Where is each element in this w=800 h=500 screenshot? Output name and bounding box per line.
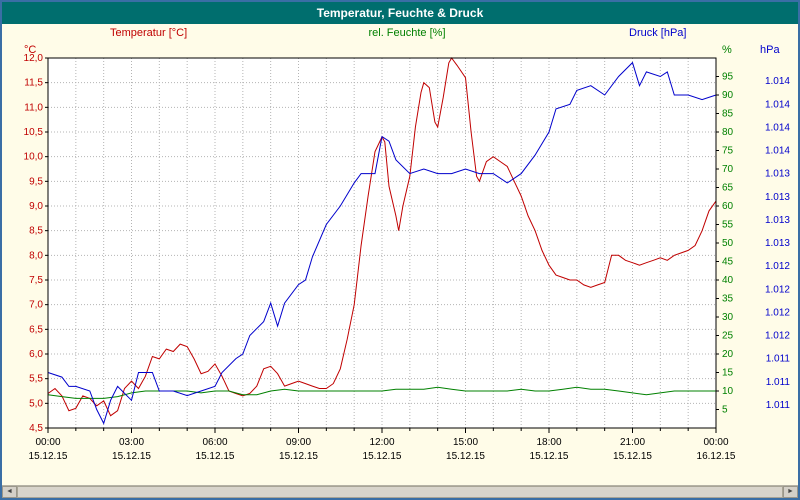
- scrollbar-track[interactable]: [17, 486, 783, 498]
- legend-humidity: rel. Feuchte [%]: [368, 27, 446, 39]
- y-axis-pressure-label: 1.012: [765, 284, 790, 295]
- y-axis-temp-label: 5,0: [29, 398, 43, 409]
- y-axis-temp-label: 8,0: [29, 250, 43, 261]
- y-axis-pressure-label: 1.013: [765, 238, 790, 249]
- y-axis-temp-label: 8,5: [29, 226, 43, 237]
- y-axis-humidity-label: 40: [722, 275, 734, 286]
- scrollbar-thumb[interactable]: [17, 486, 783, 498]
- humidity-axis-unit: %: [722, 44, 732, 56]
- chart-plot: 12,0 11,5 11,0 10,5 10,0 9,5 9,0 8,5 8,0 7,5 7,0 6,…: [24, 53, 791, 462]
- scroll-left-button[interactable]: ◄: [2, 486, 17, 498]
- y-axis-humidity-label: 75: [722, 146, 734, 157]
- y-axis-humidity-label: 65: [722, 183, 734, 194]
- y-axis-humidity-label: 15: [722, 368, 734, 379]
- x-axis-date-label: 15.12.15: [530, 451, 569, 462]
- y-axis-pressure-label: 1.012: [765, 331, 790, 342]
- y-axis-pressure-label: 1.013: [765, 169, 790, 180]
- y-axis-humidity-label: 85: [722, 109, 734, 120]
- x-axis-date-label: 15.12.15: [196, 451, 235, 462]
- y-axis-pressure-label: 1.011: [766, 354, 791, 365]
- y-axis-temp-label: 11,5: [24, 78, 43, 89]
- series-pressure-line: [47, 61, 717, 425]
- y-axis-humidity-label: 45: [722, 257, 734, 268]
- y-axis-humidity-label: 90: [722, 90, 734, 101]
- y-axis-humidity-label: 70: [722, 164, 734, 175]
- y-axis-temp-label: 12,0: [24, 53, 44, 64]
- y-axis-temp-label: 4,5: [29, 423, 43, 434]
- y-axis-pressure-label: 1.014: [765, 76, 790, 87]
- y-axis-humidity-label: 95: [722, 72, 734, 83]
- x-axis-time-label: 21:00: [620, 437, 645, 448]
- x-axis-date-label: 15.12.15: [112, 451, 151, 462]
- y-axis-humidity-label: 20: [722, 349, 734, 360]
- y-axis-humidity-label: 5: [722, 405, 728, 416]
- y-axis-temp-label: 11,0: [24, 102, 43, 113]
- x-axis-time-label: 03:00: [119, 437, 144, 448]
- y-axis-humidity-label: 80: [722, 127, 734, 138]
- y-axis-pressure-label: 1.011: [766, 400, 791, 411]
- horizontal-scrollbar[interactable]: ◄ ►: [2, 485, 798, 498]
- y-axis-temp-label: 6,0: [29, 349, 43, 360]
- y-axis-temp-label: 10,0: [24, 152, 44, 163]
- x-axis-date-label: 16.12.15: [697, 451, 736, 462]
- y-axis-temp-label: 9,0: [29, 201, 43, 212]
- y-axis-humidity-label: 25: [722, 331, 734, 342]
- x-axis-time-label: 00:00: [703, 437, 728, 448]
- series-temp-line: [47, 57, 717, 417]
- y-axis-humidity-label: 50: [722, 238, 734, 249]
- y-axis-pressure-label: 1.013: [765, 192, 790, 203]
- x-axis-date-label: 15.12.15: [279, 451, 318, 462]
- y-axis-temp-label: 7,5: [29, 275, 43, 286]
- x-axis-time-label: 15:00: [453, 437, 478, 448]
- temp-axis-unit: °C: [24, 44, 37, 56]
- x-axis-time-label: 12:00: [369, 437, 394, 448]
- y-axis-pressure-label: 1.014: [765, 146, 790, 157]
- legend-temperature: Temperatur [°C]: [110, 27, 188, 39]
- x-axis-time-label: 18:00: [536, 437, 561, 448]
- y-axis-humidity-label: 55: [722, 220, 734, 231]
- window-title: Temperatur, Feuchte & Druck: [316, 6, 484, 20]
- y-axis-humidity-label: 10: [722, 386, 734, 397]
- title-bar: Temperatur, Feuchte & Druck: [2, 2, 798, 24]
- x-axis-time-label: 00:00: [35, 437, 60, 448]
- y-axis-humidity-label: 30: [722, 312, 734, 323]
- chart-area: 12,0 11,5 11,0 10,5 10,0 9,5 9,0 8,5 8,0 7,5 7,0 6,…: [2, 24, 798, 485]
- scroll-right-button[interactable]: ►: [783, 486, 798, 498]
- x-axis-date-label: 15.12.15: [613, 451, 652, 462]
- x-axis-date-label: 15.12.15: [29, 451, 68, 462]
- y-axis-pressure-label: 1.012: [765, 307, 790, 318]
- y-axis-temp-label: 10,5: [24, 127, 44, 138]
- y-axis-pressure-label: 1.013: [765, 215, 790, 226]
- y-axis-temp-label: 5,5: [29, 374, 43, 385]
- legend-pressure: Druck [hPa]: [629, 27, 687, 39]
- plot-background: [48, 58, 716, 428]
- y-axis-pressure-label: 1.011: [766, 377, 791, 388]
- x-axis-date-label: 15.12.15: [446, 451, 485, 462]
- pressure-axis-unit: hPa: [760, 44, 780, 56]
- y-axis-humidity-label: 60: [722, 201, 734, 212]
- y-axis-temp-label: 6,5: [29, 324, 43, 335]
- y-axis-humidity-label: 35: [722, 294, 734, 305]
- y-axis-temp-label: 7,0: [29, 300, 43, 311]
- y-axis-pressure-label: 1.014: [765, 122, 790, 133]
- x-axis-time-label: 09:00: [286, 437, 311, 448]
- y-axis-pressure-label: 1.014: [765, 99, 790, 110]
- y-axis-pressure-label: 1.012: [765, 261, 790, 272]
- x-axis-date-label: 15.12.15: [363, 451, 402, 462]
- y-axis-temp-label: 9,5: [29, 176, 43, 187]
- x-axis-time-label: 06:00: [202, 437, 227, 448]
